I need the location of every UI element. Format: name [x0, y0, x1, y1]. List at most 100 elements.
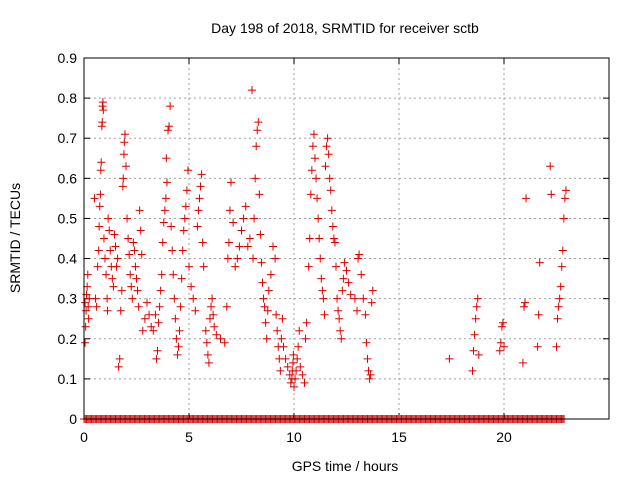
- y-tick-label: 0: [69, 411, 77, 427]
- data-point: [199, 262, 208, 271]
- data-point: [337, 334, 346, 343]
- data-point: [191, 306, 200, 315]
- data-point: [554, 302, 563, 311]
- data-point: [367, 298, 376, 307]
- data-point: [258, 278, 267, 287]
- data-point: [471, 314, 480, 323]
- y-tick-labels: 0 0.1 0.2 0.3 0.4 0.5 0.6 0.7 0.8 0.9: [58, 50, 78, 427]
- y-tick-label: 0.6: [58, 170, 78, 186]
- data-point: [266, 270, 275, 279]
- data-point: [255, 190, 264, 199]
- data-point: [92, 302, 101, 311]
- data-point: [322, 142, 331, 151]
- data-point: [353, 306, 361, 315]
- y-tick-label: 0.1: [58, 371, 78, 387]
- data-point: [338, 286, 347, 295]
- data-point: [445, 354, 454, 363]
- data-point: [245, 234, 254, 243]
- data-point: [304, 262, 313, 271]
- data-point: [167, 222, 176, 231]
- data-point: [158, 238, 167, 247]
- plot-frame: [83, 57, 610, 420]
- data-point: [134, 302, 143, 311]
- data-point: [271, 254, 280, 263]
- data-point: [552, 342, 561, 351]
- data-point: [277, 334, 286, 343]
- data-point: [500, 342, 508, 351]
- data-point: [179, 226, 188, 235]
- data-point: [273, 326, 282, 335]
- data-point: [114, 362, 123, 371]
- data-point: [220, 338, 229, 347]
- data-point: [129, 238, 138, 247]
- data-point: [113, 254, 122, 263]
- data-point: [293, 354, 302, 363]
- data-point: [534, 310, 543, 319]
- data-point: [311, 154, 319, 163]
- data-point: [135, 206, 144, 215]
- data-point: [547, 190, 556, 199]
- data-point: [276, 366, 285, 375]
- data-point: [91, 294, 100, 303]
- data-point: [253, 126, 262, 135]
- data-point: [81, 322, 90, 331]
- data-point: [259, 294, 268, 303]
- data-point: [323, 134, 332, 143]
- data-point: [125, 250, 134, 259]
- data-point: [309, 130, 318, 139]
- data-point: [558, 246, 567, 255]
- data-point: [227, 178, 235, 187]
- data-point: [278, 314, 287, 323]
- data-point: [316, 254, 325, 263]
- data-point: [161, 194, 170, 203]
- data-point: [264, 286, 273, 295]
- data-point: [110, 230, 119, 239]
- data-point: [119, 174, 128, 183]
- data-point: [160, 206, 169, 215]
- data-point: [95, 202, 104, 211]
- y-tick-label: 0.3: [58, 291, 78, 307]
- data-point: [302, 318, 311, 327]
- data-point: [140, 314, 149, 323]
- data-point: [97, 158, 106, 167]
- data-point: [470, 330, 479, 339]
- data-point: [291, 374, 300, 383]
- data-point: [137, 250, 146, 259]
- data-point: [212, 330, 221, 339]
- data-point: [560, 194, 569, 203]
- data-point: [294, 342, 303, 351]
- data-point: [366, 370, 375, 379]
- data-point: [330, 238, 339, 247]
- data-point: [497, 322, 506, 331]
- data-point: [495, 346, 504, 355]
- data-point: [98, 98, 107, 107]
- data-point: [176, 302, 185, 311]
- data-point: [183, 166, 192, 175]
- data-point: [166, 102, 175, 111]
- data-point: [555, 294, 564, 303]
- data-point: [248, 86, 256, 95]
- data-point: [292, 366, 301, 375]
- data-point: [165, 122, 174, 131]
- data-point: [130, 246, 139, 255]
- data-point: [120, 130, 129, 139]
- data-point: [108, 274, 117, 283]
- data-point: [197, 170, 206, 179]
- data-point: [96, 190, 105, 199]
- data-point: [469, 346, 478, 355]
- data-point: [83, 270, 92, 279]
- data-point: [313, 194, 322, 203]
- data-point: [116, 306, 125, 315]
- data-point: [326, 186, 335, 195]
- data-point: [335, 314, 344, 323]
- data-point: [170, 294, 179, 303]
- data-point: [300, 378, 309, 387]
- data-point: [320, 310, 329, 319]
- data-point: [109, 282, 118, 291]
- x-tick-label: 20: [496, 429, 512, 445]
- data-point: [340, 258, 349, 267]
- data-point: [286, 378, 295, 387]
- data-point: [468, 366, 477, 375]
- data-point: [355, 250, 364, 259]
- data-point: [521, 298, 529, 307]
